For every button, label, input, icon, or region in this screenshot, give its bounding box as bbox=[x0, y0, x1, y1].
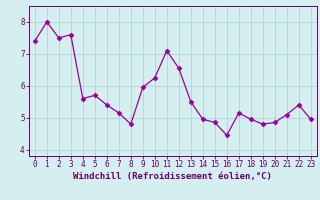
X-axis label: Windchill (Refroidissement éolien,°C): Windchill (Refroidissement éolien,°C) bbox=[73, 172, 272, 181]
